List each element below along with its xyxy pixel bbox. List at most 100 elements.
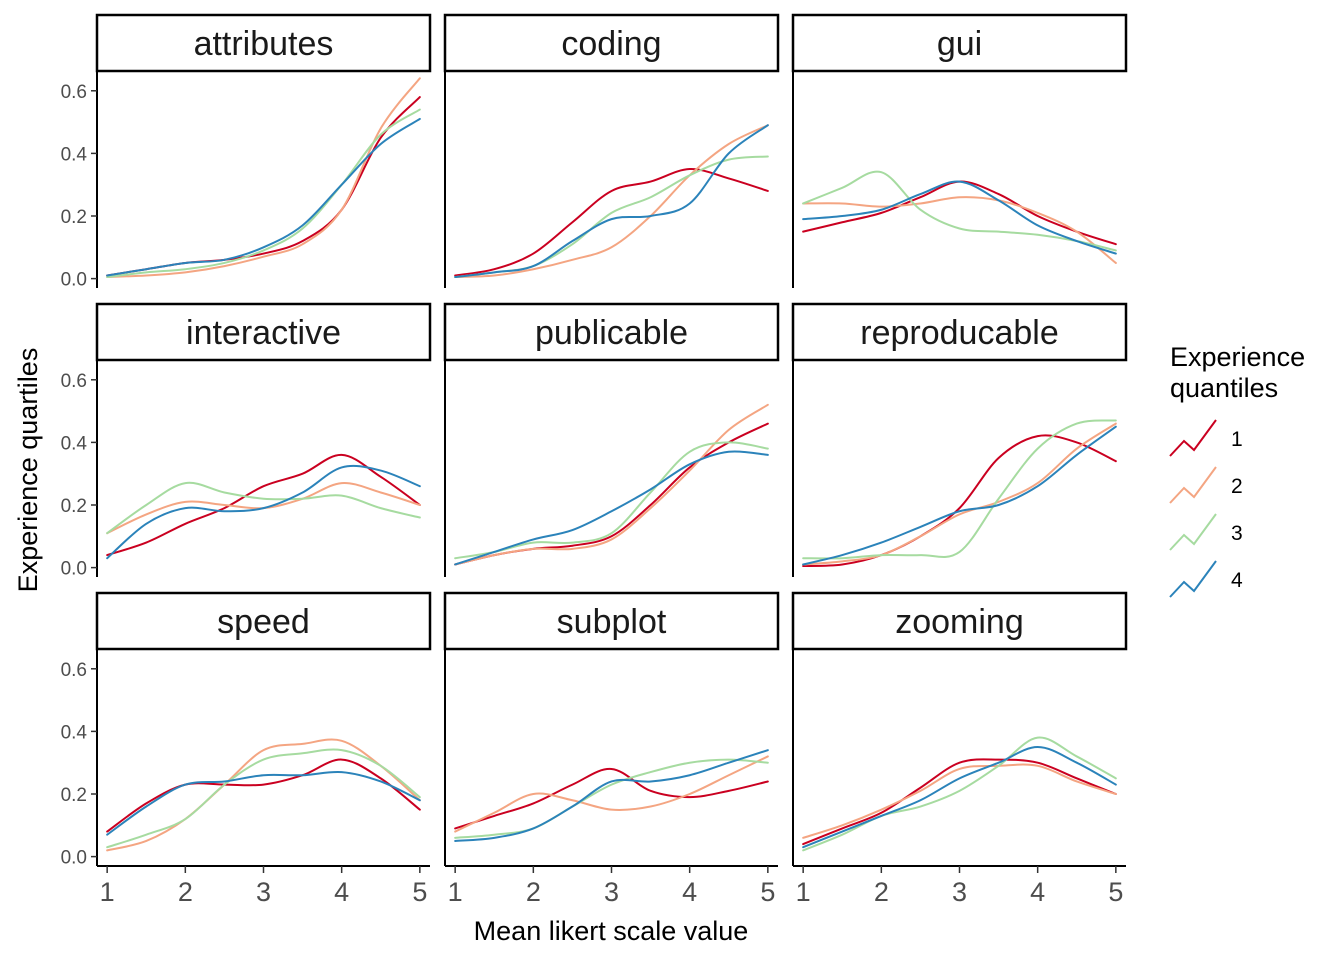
legend-key-swatch (1169, 419, 1217, 457)
facet-panel-zooming: zooming 1 2 3 4 5 (791, 591, 1128, 907)
x-tick-label: 5 (1108, 877, 1123, 907)
legend-item-4: 4 (1169, 560, 1243, 598)
series-line-1 (106, 96, 421, 277)
series-line-4 (802, 180, 1117, 255)
facet-panel-subplot: subplot 1 2 3 4 5 (443, 591, 780, 907)
series-line-1 (454, 168, 769, 277)
facet-panel-coding: coding (443, 13, 780, 288)
series-line-3 (106, 108, 421, 279)
series-line-2 (802, 196, 1117, 264)
series-line-2 (454, 403, 769, 566)
x-tick-label: 3 (604, 877, 619, 907)
facet-strip (791, 13, 1128, 73)
facet-strip (95, 13, 432, 73)
legend-item-2: 2 (1169, 466, 1243, 504)
y-tick-label: 0.4 (61, 722, 88, 743)
facet-strip-label: speed (217, 603, 310, 641)
y-tick-label: 0.6 (61, 660, 87, 681)
series-line-1 (802, 180, 1117, 246)
y-tick-label: 0.2 (61, 207, 87, 228)
series-line-2 (454, 755, 769, 833)
series-line-4 (106, 770, 421, 836)
series-line-3 (802, 419, 1117, 560)
axis-titles: Mean likert scale value Experience quart… (13, 348, 748, 946)
x-tick-label: 5 (412, 877, 427, 907)
x-tick-label: 4 (1030, 877, 1045, 907)
series-line-4 (802, 746, 1117, 849)
legend-item-1: 1 (1169, 419, 1243, 457)
x-tick-label: 3 (256, 877, 271, 907)
legend-item-label: 2 (1231, 475, 1243, 498)
y-tick-label: 0.6 (61, 371, 87, 392)
series-line-4 (454, 450, 769, 566)
facet-panel-gui: gui (791, 13, 1128, 288)
facet-panel-reproducable: reproducable (791, 302, 1128, 577)
legend-key-swatch (1169, 513, 1217, 551)
facets-layer: attributes 0.0 0.2 0.4 0.6 coding gui interacti… (61, 13, 1128, 907)
facet-strip-label: publicable (535, 314, 688, 352)
x-tick-label: 1 (100, 877, 115, 907)
series-line-3 (802, 170, 1117, 252)
y-tick-label: 0.4 (61, 433, 88, 454)
series-line-4 (454, 124, 769, 279)
y-tick-label: 0.4 (61, 144, 88, 165)
x-tick-label: 3 (952, 877, 967, 907)
y-tick-label: 0.2 (61, 496, 87, 517)
series-line-2 (106, 738, 421, 852)
legend-title-line-2: quantiles (1170, 373, 1278, 403)
series-line-1 (454, 767, 769, 830)
facet-strip (443, 591, 780, 651)
series-line-3 (802, 736, 1117, 852)
facet-strip-label: subplot (557, 603, 667, 641)
legend-title-line-1: Experience (1170, 342, 1305, 372)
series-line-1 (454, 422, 769, 566)
series-line-2 (106, 77, 421, 279)
facet-strip (95, 302, 432, 362)
legend-item-label: 4 (1231, 569, 1243, 592)
legend-key-swatch (1169, 466, 1217, 504)
x-tick-label: 2 (178, 877, 193, 907)
facet-panel-interactive: interactive 0.0 0.2 0.4 0.6 (61, 302, 432, 580)
series-line-2 (802, 422, 1117, 566)
series-line-3 (454, 441, 769, 560)
facet-strip (443, 13, 780, 73)
y-axis-title: Experience quartiles (13, 348, 43, 593)
legend-item-label: 1 (1231, 428, 1243, 451)
facet-strip-label: zooming (895, 603, 1024, 641)
facet-strip-label: interactive (186, 314, 341, 352)
x-tick-label: 5 (760, 877, 775, 907)
y-tick-label: 0.2 (61, 785, 87, 806)
x-tick-label: 1 (796, 877, 811, 907)
y-tick-label: 0.0 (61, 559, 87, 580)
series-line-4 (454, 749, 769, 842)
legend-item-label: 3 (1231, 522, 1243, 545)
facet-panel-attributes: attributes 0.0 0.2 0.4 0.6 (61, 13, 432, 291)
facet-strip (443, 302, 780, 362)
series-line-2 (802, 763, 1117, 839)
facet-strip (791, 591, 1128, 651)
series-line-3 (106, 748, 421, 849)
x-tick-label: 1 (448, 877, 463, 907)
facet-panel-publicable: publicable (443, 302, 780, 577)
series-line-1 (802, 434, 1117, 568)
legend-item-3: 3 (1169, 513, 1243, 551)
series-line-3 (106, 481, 421, 535)
series-line-3 (454, 155, 769, 279)
facet-strip (791, 302, 1128, 362)
series-line-1 (106, 758, 421, 833)
series-line-3 (454, 758, 769, 839)
y-tick-label: 0.0 (61, 270, 87, 291)
y-tick-label: 0.6 (61, 82, 87, 103)
facet-strip-label: gui (937, 25, 982, 63)
series-line-1 (802, 758, 1117, 846)
facet-panel-speed: speed 0.0 0.2 0.4 0.6 1 2 3 4 5 (61, 591, 432, 907)
facet-strip (95, 591, 432, 651)
y-tick-label: 0.0 (61, 848, 87, 869)
x-tick-label: 2 (526, 877, 541, 907)
series-line-4 (106, 464, 421, 560)
x-tick-label: 4 (682, 877, 697, 907)
legend-keys: 1 2 3 4 (1169, 419, 1243, 598)
facet-strip-label: attributes (194, 25, 334, 63)
